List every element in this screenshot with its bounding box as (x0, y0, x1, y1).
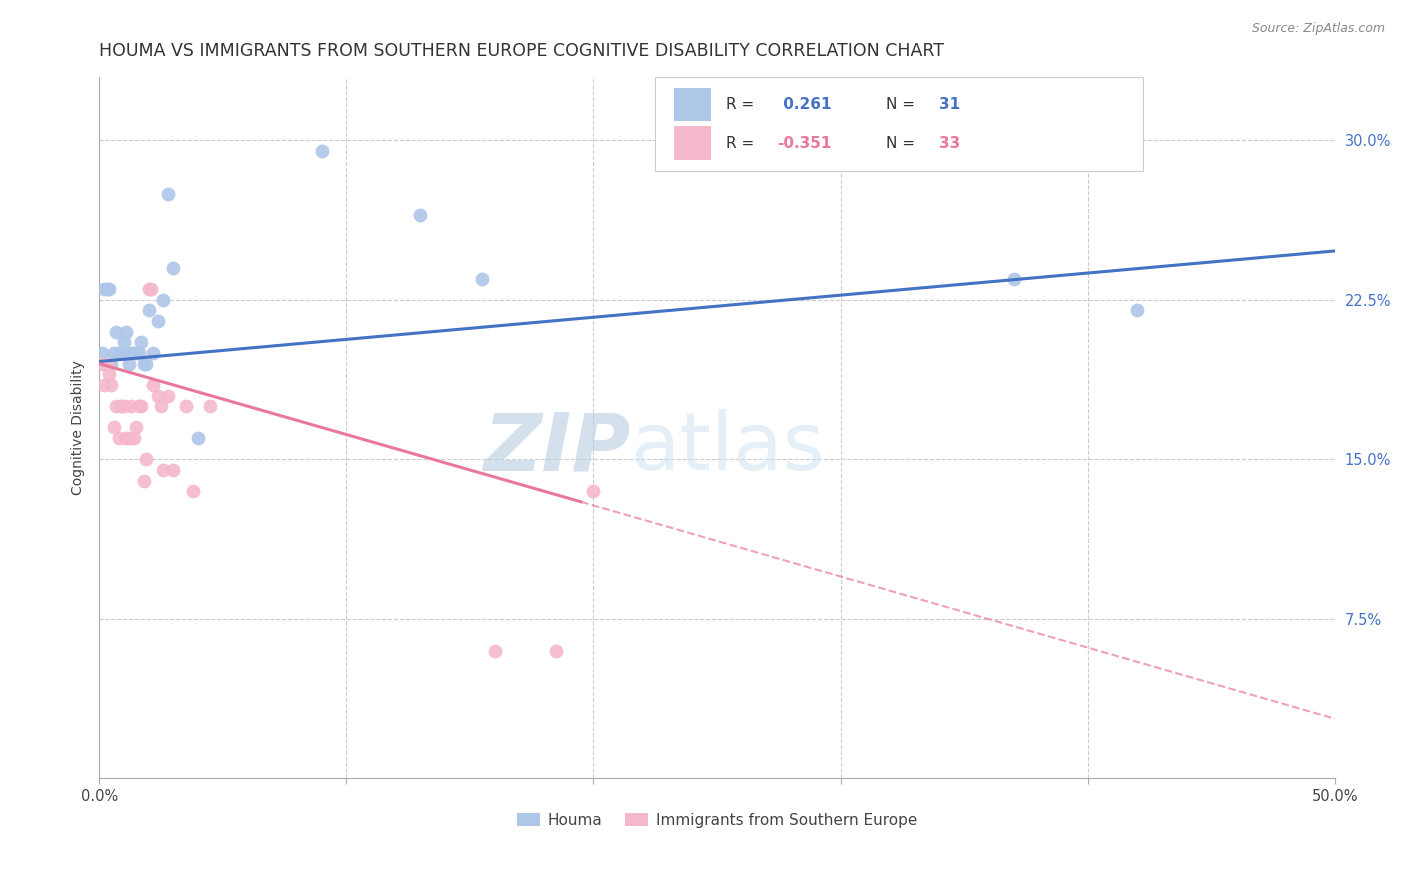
Point (138, 303, 160, 318)
Point (162, 260, 184, 275)
Point (98, 368, 121, 382)
Point (200, 399, 222, 413)
Point (582, 484, 605, 499)
Point (125, 346, 148, 360)
Point (157, 388, 180, 402)
Point (187, 431, 209, 445)
Point (162, 463, 184, 477)
Point (103, 346, 125, 360)
Point (108, 431, 131, 445)
Text: HOUMA VS IMMIGRANTS FROM SOUTHERN EUROPE COGNITIVE DISABILITY CORRELATION CHART: HOUMA VS IMMIGRANTS FROM SOUTHERN EUROPE… (100, 42, 943, 60)
Point (152, 463, 174, 477)
Point (471, 271, 494, 285)
Point (142, 346, 165, 360)
Point (142, 377, 165, 392)
Point (132, 474, 155, 488)
Point (108, 346, 131, 360)
Legend: Houma, Immigrants from Southern Europe: Houma, Immigrants from Southern Europe (510, 806, 924, 834)
Y-axis label: Cognitive Disability: Cognitive Disability (72, 360, 86, 495)
Point (122, 431, 145, 445)
Point (100, 377, 122, 392)
Text: atlas: atlas (630, 409, 825, 487)
Point (105, 325, 128, 339)
Point (103, 420, 125, 434)
Text: 0.261: 0.261 (778, 97, 831, 112)
Point (135, 452, 157, 467)
Point (115, 325, 138, 339)
Point (105, 399, 128, 413)
Point (96, 357, 118, 371)
Point (93, 282, 115, 296)
Text: R =: R = (725, 136, 759, 151)
Point (120, 346, 142, 360)
Point (90, 346, 112, 360)
Point (122, 346, 145, 360)
Point (546, 643, 568, 657)
Text: 31: 31 (939, 97, 960, 112)
FancyBboxPatch shape (673, 87, 711, 121)
Point (152, 293, 174, 307)
Point (112, 335, 135, 350)
Text: 33: 33 (939, 136, 960, 151)
Point (181, 484, 204, 499)
Point (118, 431, 141, 445)
Point (138, 282, 160, 296)
Point (120, 399, 142, 413)
Point (96, 282, 118, 296)
Point (132, 357, 155, 371)
Point (484, 643, 506, 657)
Text: R =: R = (725, 97, 759, 112)
Point (125, 420, 148, 434)
Point (90, 357, 112, 371)
Point (98, 282, 121, 296)
Point (110, 399, 132, 413)
Point (149, 399, 172, 413)
Point (118, 357, 141, 371)
Point (148, 388, 170, 402)
Text: ZIP: ZIP (484, 409, 630, 487)
Point (1126, 303, 1149, 318)
Point (110, 346, 132, 360)
Text: -0.351: -0.351 (778, 136, 832, 151)
Point (100, 357, 122, 371)
Point (157, 186, 180, 201)
Point (129, 399, 152, 413)
FancyBboxPatch shape (655, 77, 1143, 171)
Text: N =: N = (886, 97, 920, 112)
Point (409, 208, 432, 222)
Point (311, 144, 333, 158)
Point (135, 357, 157, 371)
Point (93, 377, 115, 392)
Point (129, 335, 152, 350)
FancyBboxPatch shape (673, 127, 711, 160)
Point (139, 282, 162, 296)
Point (128, 399, 150, 413)
Point (1002, 271, 1025, 285)
Point (115, 431, 138, 445)
Point (128, 346, 150, 360)
Point (148, 314, 170, 328)
Point (174, 399, 197, 413)
Text: N =: N = (886, 136, 920, 151)
Point (112, 399, 135, 413)
Text: Source: ZipAtlas.com: Source: ZipAtlas.com (1251, 22, 1385, 36)
